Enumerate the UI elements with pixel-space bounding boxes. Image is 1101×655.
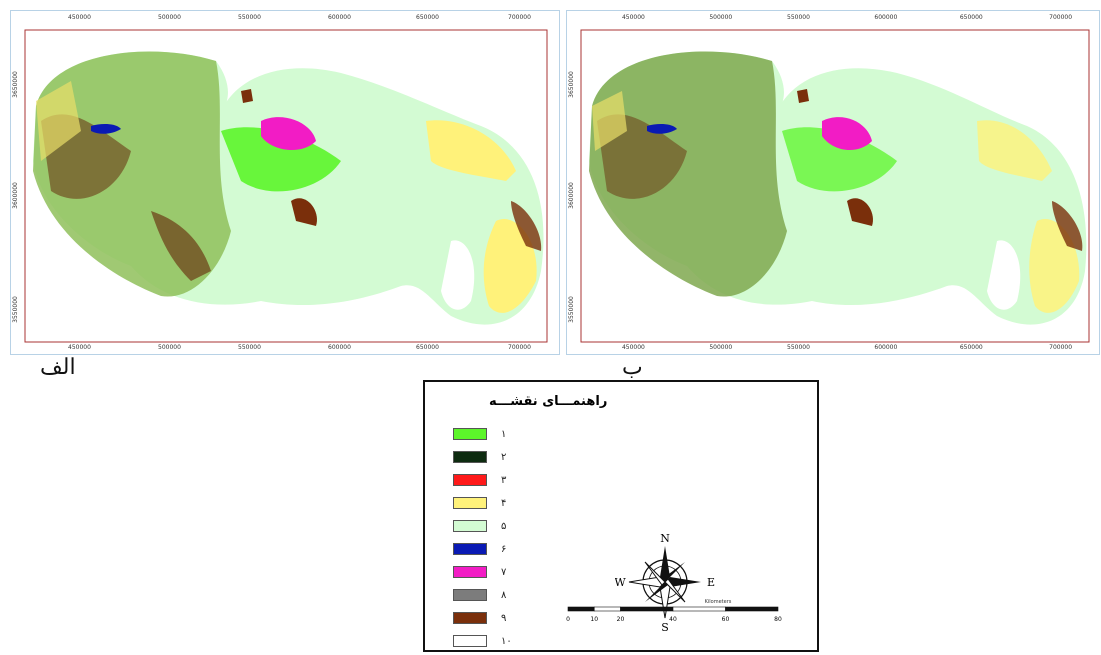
y-tick-label: 3650000 xyxy=(567,71,575,98)
legend-swatch xyxy=(453,543,487,555)
legend-label: ۱۰ xyxy=(501,635,512,647)
legend-item: ۷ xyxy=(453,565,506,579)
x-tick-label: 550000 xyxy=(238,14,261,21)
legend-swatch xyxy=(453,451,487,463)
legend-item: ۱ xyxy=(453,427,506,441)
x-tick-label: 450000 xyxy=(621,344,645,351)
legend-swatch xyxy=(453,428,487,440)
legend-label: ۸ xyxy=(501,589,507,601)
map-legend: راهنمـــای نقشـــه ۱ ۲ ۳ ۴ ۵ ۶ ۷ ۸ ۹ ۱۰ N S E W K… xyxy=(423,380,819,652)
legend-item: ۶ xyxy=(453,542,506,556)
scale-tick-label: 10 xyxy=(590,616,598,623)
x-tick-label: 450000 xyxy=(621,14,645,21)
caption-a: الف xyxy=(40,355,76,380)
scale-segment xyxy=(725,606,779,612)
caption-b: ب xyxy=(622,355,643,380)
x-tick-label: 700000 xyxy=(508,14,531,21)
compass-s: S xyxy=(661,621,669,632)
x-tick-label: 700000 xyxy=(508,344,531,351)
legend-label: ۴ xyxy=(501,497,507,509)
legend-item: ۱۰ xyxy=(453,634,512,648)
scale-tick-label: 60 xyxy=(722,616,730,623)
legend-label: ۳ xyxy=(501,474,507,486)
x-tick-label: 650000 xyxy=(959,344,983,351)
legend-label: ۲ xyxy=(501,451,507,463)
legend-label: ۹ xyxy=(501,612,507,624)
scale-segment xyxy=(672,606,726,612)
x-tick-label: 650000 xyxy=(416,344,439,351)
compass-e: E xyxy=(707,576,715,589)
compass-w: W xyxy=(615,576,626,589)
x-tick-label: 700000 xyxy=(1049,14,1073,21)
x-tick-label: 550000 xyxy=(238,344,261,351)
scale-tick-label: 80 xyxy=(774,616,782,623)
legend-title: راهنمـــای نقشـــه xyxy=(489,394,608,409)
legend-item: ۲ xyxy=(453,450,506,464)
x-tick-label: 450000 xyxy=(68,344,91,351)
scale-tick-label: 20 xyxy=(617,616,625,623)
scale-tick-label: 0 xyxy=(566,616,570,623)
legend-swatch xyxy=(453,612,487,624)
legend-label: ۱ xyxy=(501,428,507,440)
scale-segment xyxy=(567,606,595,612)
x-tick-label: 550000 xyxy=(787,344,810,351)
map-panel-a xyxy=(10,10,560,355)
x-tick-label: 500000 xyxy=(158,344,181,351)
x-tick-label: 500000 xyxy=(709,14,733,21)
scale-unit: Kilometers xyxy=(705,599,732,605)
scale-segment xyxy=(620,606,674,612)
legend-item: ۹ xyxy=(453,611,506,625)
legend-item: ۴ xyxy=(453,496,506,510)
x-tick-label: 450000 xyxy=(68,14,91,21)
y-tick-label: 3650000 xyxy=(11,71,19,98)
legend-label: ۵ xyxy=(501,520,507,532)
map-panel-b xyxy=(566,10,1100,355)
legend-swatch xyxy=(453,520,487,532)
legend-swatch xyxy=(453,474,487,486)
y-tick-label: 3600000 xyxy=(567,182,575,209)
scale-bar: Kilometers 0 10 20 40 60 80 xyxy=(566,599,782,623)
legend-item: ۳ xyxy=(453,473,506,487)
legend-swatch xyxy=(453,566,487,578)
legend-swatch xyxy=(453,635,487,647)
legend-item: ۵ xyxy=(453,519,506,533)
x-tick-label: 600000 xyxy=(874,14,898,21)
north-arrow-icon: N S E W xyxy=(615,532,715,632)
x-tick-label: 700000 xyxy=(1049,344,1073,351)
y-tick-label: 3600000 xyxy=(11,182,19,209)
y-tick-label: 3550000 xyxy=(11,296,19,323)
x-tick-label: 650000 xyxy=(959,14,983,21)
y-tick-label: 3550000 xyxy=(567,296,575,323)
x-tick-label: 550000 xyxy=(787,14,810,21)
legend-swatch xyxy=(453,497,487,509)
map-b-graphic xyxy=(580,29,1090,343)
x-tick-label: 600000 xyxy=(328,344,351,351)
compass-n: N xyxy=(660,532,670,545)
legend-label: ۷ xyxy=(501,566,507,578)
scale-tick-label: 40 xyxy=(669,616,677,623)
x-tick-label: 500000 xyxy=(709,344,733,351)
x-tick-label: 650000 xyxy=(416,14,439,21)
x-tick-label: 500000 xyxy=(158,14,181,21)
legend-label: ۶ xyxy=(501,543,507,555)
map-a-graphic xyxy=(24,29,548,343)
legend-swatch xyxy=(453,589,487,601)
x-tick-label: 600000 xyxy=(874,344,898,351)
legend-item: ۸ xyxy=(453,588,506,602)
scale-segment xyxy=(593,606,621,612)
x-tick-label: 600000 xyxy=(328,14,351,21)
